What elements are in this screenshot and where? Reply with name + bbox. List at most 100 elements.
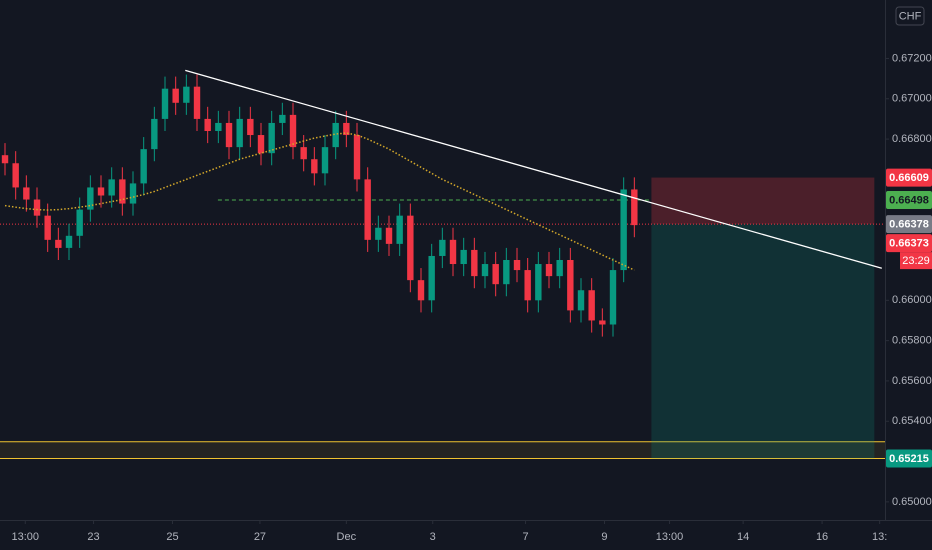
candle-body [407, 215, 414, 281]
candle-body [23, 187, 30, 200]
candle-body [87, 187, 94, 210]
price-badge-label: 0.66373 [889, 238, 929, 250]
candle-body [343, 122, 350, 136]
candle-body [577, 290, 585, 311]
price-badge [886, 449, 932, 468]
price-badge [886, 190, 932, 209]
x-tick-label: 23 [87, 531, 99, 543]
moving-average [4, 132, 635, 271]
candle-body [428, 255, 435, 301]
trendline [185, 69, 882, 269]
candle-body [449, 239, 457, 265]
x-tick-label: 13: [872, 531, 887, 543]
x-tick-label: 14 [737, 531, 749, 543]
candle-body [471, 249, 478, 277]
x-tick-label: Dec [337, 531, 357, 543]
candle-body [460, 249, 467, 265]
candle-body [439, 239, 446, 256]
target-area [651, 224, 875, 459]
price-badge [886, 215, 932, 234]
candle-body [1, 155, 9, 164]
y-tick-label: 0.66800 [892, 133, 932, 145]
candle-body [588, 290, 595, 321]
candle-body [513, 260, 521, 271]
candle-body [289, 114, 297, 148]
candle-body [268, 122, 275, 154]
price-badge [886, 168, 932, 187]
x-tick-label: 27 [254, 531, 266, 543]
candle-body [236, 118, 243, 148]
candle-body [599, 320, 606, 325]
x-tick-label: 7 [522, 531, 528, 543]
candle-body [364, 179, 371, 240]
currency-box [895, 6, 925, 26]
stop-area [651, 177, 875, 225]
candle-body [247, 118, 254, 136]
countdown-box [900, 252, 932, 270]
x-tick-label: 25 [166, 531, 178, 543]
y-tick-label: 0.65800 [892, 335, 932, 347]
candle-body [257, 135, 265, 154]
zone-fill [0, 441, 885, 459]
candle-body [375, 227, 382, 240]
candle-body [353, 135, 361, 180]
y-tick-label: 0.65400 [892, 415, 932, 427]
candle-body [215, 122, 222, 132]
x-tick-label: 16 [816, 531, 828, 543]
candle-body [55, 239, 62, 248]
price-badge-label: 0.66378 [889, 219, 929, 231]
candle-body [492, 264, 499, 285]
x-tick-label: 9 [601, 531, 607, 543]
candle-body [311, 159, 318, 174]
candle-body [396, 215, 403, 244]
candle-body [481, 264, 489, 277]
candle-body [12, 163, 19, 188]
candle-body [193, 86, 201, 119]
currency: CHF [899, 10, 922, 22]
candle-body [385, 227, 393, 244]
candle-body [140, 149, 147, 184]
x-tick-label: 13:00 [12, 531, 40, 543]
countdown: 23:29 [902, 255, 930, 267]
candle-body [535, 264, 542, 301]
candle-body [119, 179, 126, 204]
price-badge-label: 0.65215 [889, 453, 929, 465]
x-tick-label: 13:00 [656, 531, 684, 543]
candle-body [631, 189, 638, 226]
candle-body [161, 88, 169, 119]
candle-body [417, 280, 425, 301]
candle-body [503, 260, 510, 285]
candle-body [321, 147, 329, 174]
price-badge [886, 234, 932, 253]
candle-body [225, 122, 233, 148]
candle-body [567, 260, 574, 311]
x-tick-label: 3 [430, 531, 436, 543]
candle-body [609, 270, 617, 325]
price-badge-label: 0.66498 [889, 194, 929, 206]
candle-body [204, 118, 211, 132]
candle-body [108, 179, 115, 196]
candle-body [172, 88, 179, 103]
candle-body [151, 118, 158, 150]
candle-body [524, 270, 531, 301]
y-tick-label: 0.65600 [892, 375, 932, 387]
y-tick-label: 0.67200 [892, 52, 932, 64]
candle-body [76, 209, 83, 236]
candle-body [33, 199, 41, 216]
price-badge-label: 0.66609 [889, 172, 929, 184]
candle-body [65, 235, 73, 248]
y-tick-label: 0.66000 [892, 294, 932, 306]
candle-body [332, 122, 339, 148]
candle-body [129, 183, 137, 204]
candle-body [545, 264, 553, 277]
candle-body [556, 260, 563, 277]
candle-body [183, 86, 190, 103]
y-tick-label: 0.67000 [892, 93, 932, 105]
candle-body [620, 189, 627, 271]
candle-body [44, 215, 51, 240]
y-tick-label: 0.65000 [892, 496, 932, 508]
candle-body [300, 147, 307, 160]
candle-body [279, 114, 286, 123]
candle-body [97, 187, 105, 196]
